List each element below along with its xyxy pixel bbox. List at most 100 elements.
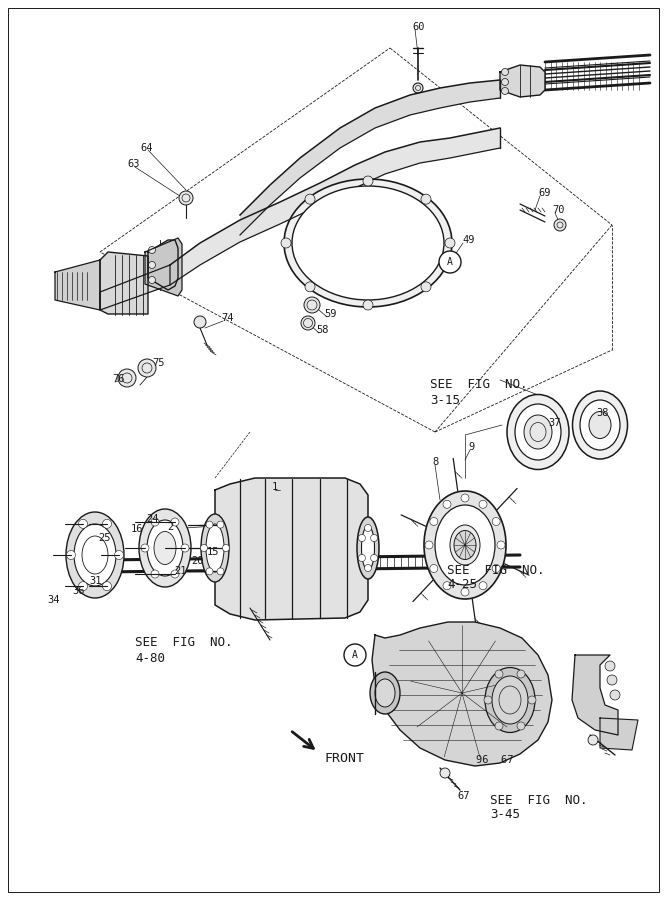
Circle shape	[443, 500, 451, 508]
Text: 16: 16	[131, 524, 143, 534]
Circle shape	[479, 581, 487, 590]
Circle shape	[149, 276, 155, 284]
Circle shape	[149, 247, 155, 254]
Ellipse shape	[450, 525, 480, 565]
Text: A: A	[447, 257, 453, 267]
Text: 64: 64	[140, 143, 153, 153]
Circle shape	[421, 282, 431, 292]
Circle shape	[141, 544, 149, 552]
Ellipse shape	[435, 505, 495, 585]
Ellipse shape	[507, 394, 569, 470]
Polygon shape	[100, 252, 148, 314]
Circle shape	[171, 518, 179, 526]
Polygon shape	[372, 622, 552, 766]
Ellipse shape	[139, 509, 191, 587]
Circle shape	[440, 768, 450, 778]
Text: 76: 76	[112, 374, 125, 384]
Text: 38: 38	[596, 408, 608, 418]
Circle shape	[149, 262, 155, 268]
Circle shape	[344, 644, 366, 666]
Text: 63: 63	[127, 159, 139, 169]
Text: 96  67: 96 67	[476, 755, 514, 765]
Circle shape	[103, 581, 111, 590]
Circle shape	[610, 690, 620, 700]
Circle shape	[413, 83, 423, 93]
Ellipse shape	[580, 400, 620, 450]
Text: 9: 9	[468, 442, 474, 452]
Circle shape	[421, 194, 431, 204]
Circle shape	[138, 359, 156, 377]
Circle shape	[363, 300, 373, 310]
Circle shape	[443, 581, 451, 590]
Ellipse shape	[375, 679, 395, 707]
Circle shape	[461, 494, 469, 502]
Circle shape	[79, 519, 87, 528]
Circle shape	[281, 238, 291, 248]
Text: 74: 74	[221, 313, 233, 323]
Circle shape	[495, 670, 503, 678]
Circle shape	[223, 544, 229, 552]
Circle shape	[206, 521, 213, 528]
Circle shape	[495, 722, 503, 730]
Circle shape	[484, 696, 492, 704]
Text: SEE  FIG  NO.: SEE FIG NO.	[490, 794, 588, 806]
Polygon shape	[240, 80, 500, 235]
Ellipse shape	[589, 411, 611, 438]
Text: 67: 67	[457, 791, 470, 801]
Circle shape	[588, 735, 598, 745]
Ellipse shape	[154, 532, 176, 564]
Ellipse shape	[74, 524, 116, 586]
Text: 3-45: 3-45	[490, 808, 520, 822]
Circle shape	[179, 191, 193, 205]
Circle shape	[497, 541, 505, 549]
Polygon shape	[170, 128, 500, 285]
Circle shape	[305, 282, 315, 292]
Ellipse shape	[515, 404, 561, 460]
Text: SEE  FIG  NO.: SEE FIG NO.	[135, 636, 233, 650]
Circle shape	[67, 551, 75, 560]
Polygon shape	[55, 260, 100, 310]
Ellipse shape	[370, 672, 400, 714]
Ellipse shape	[292, 186, 444, 300]
Circle shape	[304, 297, 320, 313]
Circle shape	[181, 544, 189, 552]
Ellipse shape	[201, 514, 229, 582]
Circle shape	[358, 554, 366, 562]
Ellipse shape	[357, 517, 379, 579]
Text: 8: 8	[432, 457, 438, 467]
Circle shape	[492, 564, 500, 572]
Circle shape	[201, 544, 207, 552]
Circle shape	[115, 551, 123, 560]
Text: 69: 69	[538, 188, 550, 198]
Text: 24: 24	[146, 514, 159, 524]
Ellipse shape	[492, 676, 528, 724]
Text: 34: 34	[47, 595, 59, 605]
Text: 49: 49	[462, 235, 474, 245]
Text: 70: 70	[552, 205, 564, 215]
Polygon shape	[600, 718, 638, 750]
Text: 4-80: 4-80	[135, 652, 165, 664]
Ellipse shape	[424, 491, 506, 599]
Text: 59: 59	[324, 309, 336, 319]
Circle shape	[363, 176, 373, 186]
Circle shape	[217, 521, 224, 528]
Circle shape	[430, 518, 438, 526]
Ellipse shape	[454, 530, 476, 560]
Text: 1: 1	[272, 482, 278, 492]
Circle shape	[151, 518, 159, 526]
Circle shape	[206, 568, 213, 575]
Text: SEE  FIG  NO.: SEE FIG NO.	[447, 563, 544, 577]
Ellipse shape	[572, 391, 628, 459]
Polygon shape	[148, 240, 178, 290]
Circle shape	[554, 219, 566, 231]
Text: 25: 25	[98, 533, 111, 543]
Text: 60: 60	[412, 22, 424, 32]
Circle shape	[479, 500, 487, 508]
Circle shape	[502, 68, 508, 76]
Polygon shape	[572, 655, 618, 735]
Text: 75: 75	[152, 358, 165, 368]
Circle shape	[217, 568, 224, 575]
Text: 21: 21	[174, 566, 187, 576]
Circle shape	[517, 670, 525, 678]
Circle shape	[301, 316, 315, 330]
